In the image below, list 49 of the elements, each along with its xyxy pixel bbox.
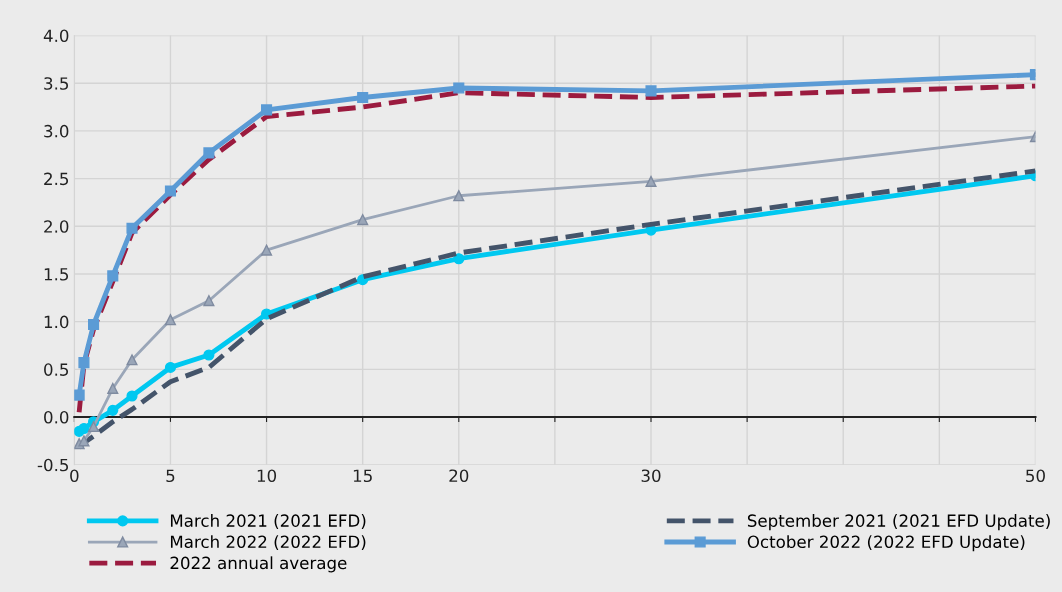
y-tick-label: 2.5 [44,172,69,186]
point [78,435,90,447]
point [645,85,657,97]
y-tick-label: 3.0 [44,124,69,138]
point [261,244,273,256]
y-tick-label: 0.5 [44,363,69,376]
legend-label: 2022 annual average [170,556,347,573]
y-tick-label: 4.0 [43,29,69,43]
point [453,82,465,94]
y-tick-label: 1.0 [44,315,69,329]
point [357,91,369,104]
point [203,349,215,361]
point [78,357,90,369]
point [164,185,177,197]
point [453,190,465,202]
x-tick-label: 15 [353,469,372,483]
x-tick-label: 0 [70,469,79,483]
x-tick-label: 5 [166,469,175,483]
point [74,389,85,401]
point [78,422,90,435]
legend-label: March 2022 (2022 EFD) [170,535,366,551]
y-tick-label: 3.5 [44,77,69,90]
point [164,361,177,373]
legend-label: October 2022 (2022 EFD Update) [747,535,1025,552]
legend-label: September 2021 (2021 EFD Update) [747,514,1050,531]
legend-label: March 2021 (2021 EFD) [170,514,366,529]
point [107,382,119,394]
y-tick-label: 0.0 [44,410,69,424]
y-tick-label: 2.0 [44,220,69,233]
point [203,295,215,307]
point [126,390,138,402]
point [357,214,369,226]
point [126,354,138,366]
y-tick-label: 1.5 [44,268,69,281]
x-tick-label: 50 [1026,469,1045,483]
point [645,175,657,188]
point [88,421,100,433]
y-tick-label: -0.5 [37,458,69,472]
point [126,222,138,234]
point [164,314,177,326]
point [88,318,100,331]
x-tick-label: 20 [449,469,469,483]
point [107,404,119,416]
x-tick-label: 30 [641,469,661,483]
point [107,270,119,282]
point [261,104,273,116]
point [453,253,465,265]
x-tick-label: 10 [257,469,277,483]
point [203,147,215,159]
